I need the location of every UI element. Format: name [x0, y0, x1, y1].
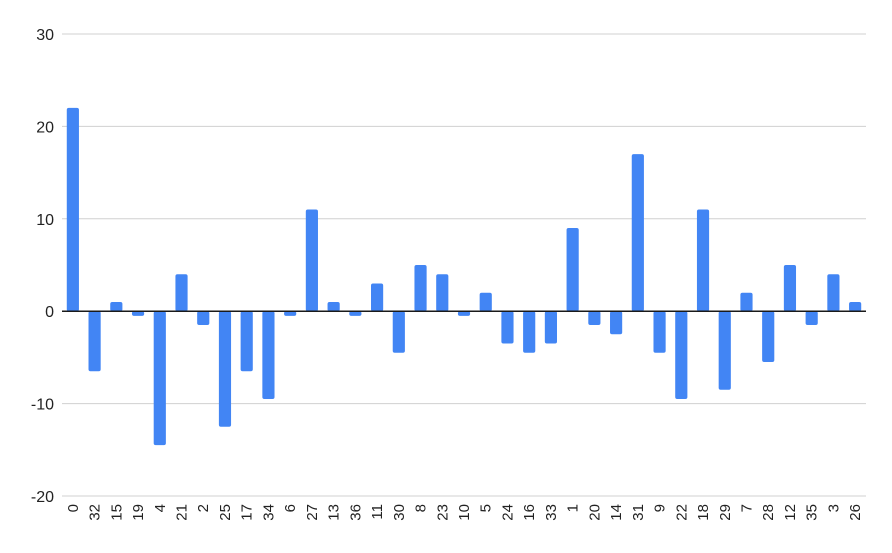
- bar: [501, 311, 514, 344]
- bar: [349, 311, 362, 316]
- y-tick-label: 20: [36, 119, 54, 136]
- bar: [479, 292, 492, 312]
- bar: [305, 209, 318, 312]
- x-tick-label: 9: [652, 504, 669, 512]
- x-tick-label: 4: [152, 504, 169, 512]
- x-tick-label: 11: [369, 504, 386, 520]
- x-tick-label: 5: [478, 504, 495, 512]
- x-tick-label: 26: [847, 504, 864, 521]
- x-tick-label: 7: [738, 504, 755, 512]
- y-tick-label: 0: [45, 304, 54, 321]
- bar: [131, 311, 145, 316]
- x-tick-label: 15: [108, 504, 125, 521]
- bar: [436, 274, 449, 312]
- x-tick-label: 20: [586, 504, 603, 521]
- bar: [696, 209, 710, 312]
- bar: [414, 265, 427, 312]
- x-tick-label: 16: [521, 504, 538, 521]
- x-tick-label: 24: [499, 504, 516, 521]
- bar: [262, 311, 275, 399]
- bar: [153, 311, 166, 446]
- bar: [240, 311, 253, 372]
- y-tick-label: 30: [36, 27, 54, 44]
- x-tick-label: 8: [413, 504, 430, 512]
- bar: [675, 311, 688, 399]
- bar: [327, 301, 340, 312]
- x-tick-label: 25: [217, 504, 234, 521]
- bar: [631, 154, 644, 312]
- x-tick-label: 17: [239, 504, 256, 521]
- x-tick-label: 6: [282, 504, 299, 512]
- bar: [653, 311, 666, 353]
- bar: [544, 311, 557, 344]
- x-tick-label: 29: [717, 504, 734, 521]
- bar: [175, 274, 188, 312]
- bar: [392, 311, 405, 353]
- bar: [588, 311, 601, 326]
- gridlines: [62, 33, 866, 497]
- x-tick-label: 28: [760, 504, 777, 521]
- bar: [523, 311, 536, 353]
- y-tick-label: -20: [31, 489, 54, 506]
- bar: [371, 283, 384, 312]
- y-tick-label: 10: [36, 212, 54, 229]
- bar: [762, 311, 775, 363]
- bar: [740, 292, 753, 312]
- bar: [284, 311, 297, 316]
- x-tick-label: 36: [347, 504, 364, 521]
- x-tick-label: 30: [391, 504, 408, 521]
- x-tick-label: 12: [782, 504, 799, 521]
- x-tick-label: 31: [630, 504, 647, 521]
- x-tick-label: 10: [456, 504, 473, 521]
- bar: [566, 228, 579, 312]
- x-tick-label: 33: [543, 504, 560, 521]
- x-tick-label: 13: [326, 504, 343, 521]
- x-axis-labels: 0 32 15 19 4 21 2 25 17 34 6 27 13 36 11 30 8 23 10 5 24 16 33…: [65, 504, 864, 521]
- bars: [66, 107, 862, 446]
- x-tick-label: 35: [804, 504, 821, 521]
- x-tick-label: 19: [130, 504, 147, 521]
- bar: [610, 311, 623, 335]
- x-tick-label: 3: [825, 504, 842, 512]
- x-tick-label: 32: [87, 504, 104, 521]
- bar: [718, 311, 731, 390]
- bar: [110, 301, 123, 312]
- x-tick-label: 23: [434, 504, 451, 521]
- x-tick-label: 0: [65, 504, 82, 512]
- bar: [66, 107, 79, 312]
- x-tick-label: 27: [304, 504, 321, 521]
- y-tick-label: -10: [31, 397, 54, 414]
- bar: [783, 265, 797, 312]
- x-tick-label: 1: [565, 504, 582, 512]
- bar: [849, 301, 862, 312]
- bar: [457, 311, 471, 316]
- x-tick-label: 21: [174, 504, 191, 521]
- x-tick-label: 22: [673, 504, 690, 521]
- x-tick-label: 18: [695, 504, 712, 521]
- bar: [805, 311, 818, 326]
- x-tick-label: 14: [608, 504, 625, 521]
- bar: [827, 274, 840, 312]
- bar: [88, 311, 101, 372]
- bar: [197, 311, 210, 326]
- x-tick-label: 2: [195, 504, 212, 512]
- y-axis-labels: 30 20 10 0 -10 -20: [31, 27, 54, 506]
- bar: [218, 311, 232, 427]
- x-tick-label: 34: [260, 504, 277, 521]
